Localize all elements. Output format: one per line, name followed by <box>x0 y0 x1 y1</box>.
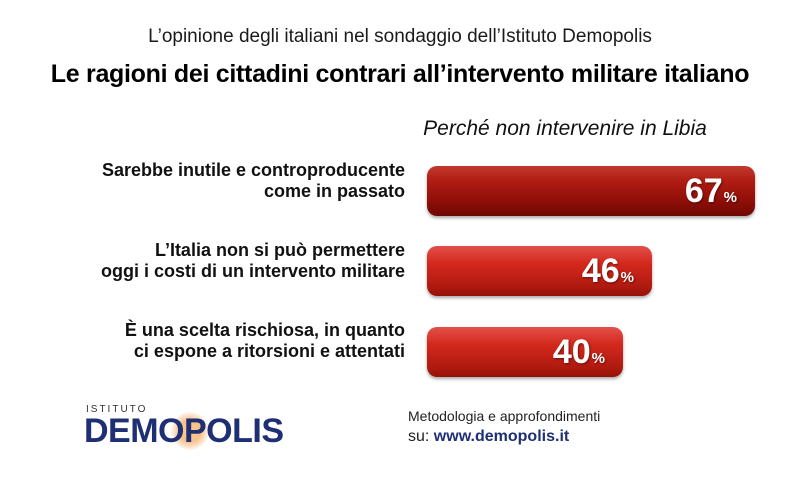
category-label-line: Sarebbe inutile e controproducente <box>101 160 405 180</box>
chart-subtitle: L’opinione degli italiani nel sondaggio … <box>148 26 652 47</box>
category-label-line: come in passato <box>263 181 405 201</box>
data-label-value: 67 <box>684 172 723 210</box>
data-label: 46% <box>582 252 634 291</box>
bar: 40% <box>427 327 623 377</box>
data-label-unit: % <box>620 269 634 286</box>
demopolis-logo: DEMOPOLIS <box>84 412 284 450</box>
footer-link-line: su: www.demopolis.it <box>408 428 569 446</box>
footer-methodology: Metodologia e approfondimenti <box>408 408 601 424</box>
chart-title: Le ragioni dei cittadini contrari all’in… <box>50 60 750 88</box>
category-label-line: L’Italia non si può permettere <box>154 240 405 260</box>
category-label: Sarebbe inutile e controproducente come i… <box>40 160 405 202</box>
category-label-line: È una scelta rischiosa, in quanto <box>124 320 405 340</box>
data-label: 67% <box>685 172 737 211</box>
category-label: L’Italia non si può permettere oggi i cos… <box>40 240 405 282</box>
section-title: Perché non intervenire in Libia <box>423 117 707 140</box>
bar: 46% <box>427 246 652 296</box>
logo-top-text: ISTITUTO <box>86 404 148 415</box>
data-label: 40% <box>553 333 605 372</box>
data-label-value: 46 <box>581 252 620 290</box>
footer-url-link[interactable]: www.demopolis.it <box>433 428 570 445</box>
data-label-unit: % <box>723 189 737 206</box>
data-label-value: 40 <box>552 333 591 371</box>
category-label: È una scelta rischiosa, in quanto ci espo… <box>40 320 405 362</box>
category-label-line: ci espone a ritorsioni e attentati <box>133 341 405 361</box>
logo-glow <box>171 412 209 450</box>
data-label-unit: % <box>591 350 605 367</box>
bar: 67% <box>427 166 755 216</box>
footer-prefix: su: <box>408 428 434 445</box>
category-label-line: oggi i costi di un intervento militare <box>100 261 405 281</box>
